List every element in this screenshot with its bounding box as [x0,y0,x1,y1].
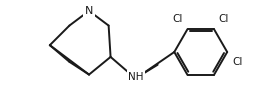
Text: Cl: Cl [219,14,229,24]
Text: NH: NH [128,72,144,82]
Text: Cl: Cl [172,14,183,24]
Text: Cl: Cl [232,57,242,67]
Text: N: N [85,6,93,16]
